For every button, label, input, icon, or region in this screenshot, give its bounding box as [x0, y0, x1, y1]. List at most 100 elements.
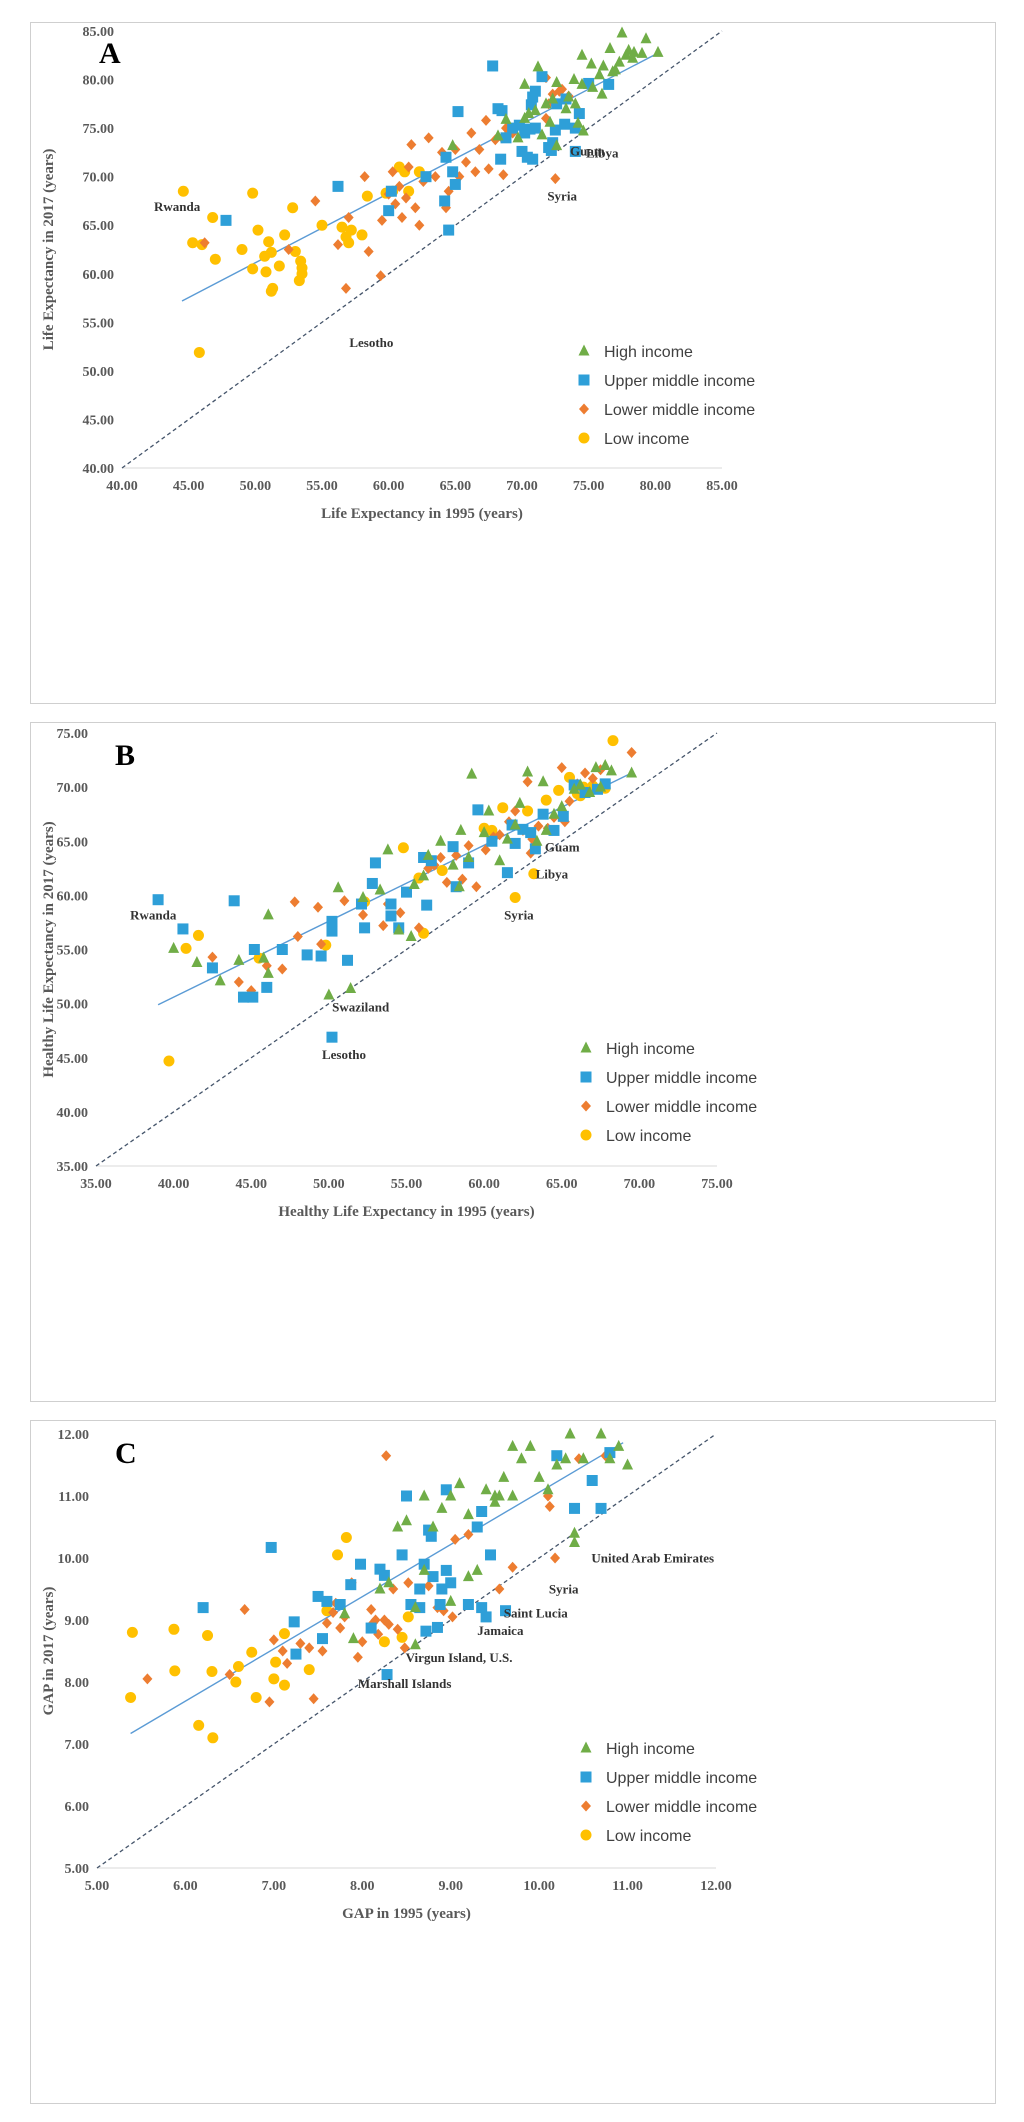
point-low-income — [247, 263, 259, 275]
point-lower-middle-income — [239, 1603, 250, 1615]
point-high-income — [519, 111, 531, 123]
point-high-income — [507, 1439, 519, 1451]
x-tick-label: 75.00 — [573, 479, 605, 494]
point-lower-middle-income — [352, 1651, 363, 1663]
trend-line — [130, 1442, 624, 1735]
point-lower-middle-income — [494, 1583, 505, 1595]
point-low-income — [207, 1732, 219, 1744]
point-lower-middle-income — [414, 219, 425, 231]
panel-letter: B — [115, 739, 135, 772]
point-lower-middle-income — [494, 829, 505, 841]
legend-marker-low-income — [580, 1129, 592, 1141]
point-high-income — [463, 850, 475, 862]
y-tick-label: 55.00 — [57, 944, 89, 959]
point-lower-middle-income — [375, 270, 386, 282]
point-high-income — [191, 955, 203, 967]
point-lower-middle-income — [277, 963, 288, 975]
point-upper-middle-income — [549, 124, 561, 136]
point-low-income — [340, 1532, 352, 1544]
legend-marker-lower-middle-income — [581, 1800, 591, 1812]
point-upper-middle-income — [431, 1621, 443, 1633]
point-high-income — [447, 139, 459, 151]
series-high-income — [447, 26, 664, 151]
point-lower-middle-income — [233, 976, 244, 988]
point-upper-middle-income — [447, 841, 459, 853]
point-lower-middle-income — [447, 1611, 458, 1623]
point-high-income — [507, 1489, 519, 1501]
point-high-income — [537, 775, 549, 787]
point-low-income — [287, 202, 299, 214]
point-upper-middle-income — [516, 145, 528, 157]
y-tick-label: 50.00 — [83, 365, 115, 380]
point-high-income — [613, 1439, 625, 1451]
point-lower-middle-income — [413, 922, 424, 934]
point-lower-middle-income — [358, 909, 369, 921]
point-high-income — [556, 800, 568, 812]
legend-marker-lower-middle-income — [581, 1100, 591, 1112]
point-low-income — [168, 1623, 180, 1635]
point-high-income — [595, 1427, 607, 1439]
point-upper-middle-income — [261, 981, 273, 993]
point-high-income — [627, 51, 639, 63]
panel-c: 5.00 6.00 7.00 8.00 9.00 10.00 11.00 12.00 5.00 6… — [30, 1420, 996, 2104]
point-lower-middle-income — [510, 805, 521, 817]
identity-line — [95, 732, 718, 1167]
y-tick-label: 75.00 — [57, 727, 89, 742]
point-upper-middle-income — [276, 944, 288, 955]
point-upper-middle-income — [420, 171, 432, 183]
point-upper-middle-income — [401, 1490, 412, 1502]
y-tick-label: 70.00 — [57, 781, 89, 796]
point-lower-middle-income — [292, 931, 303, 943]
point-high-income — [453, 880, 465, 892]
point-lower-middle-income — [423, 1580, 434, 1592]
x-tick-label: 10.00 — [523, 1879, 555, 1894]
point-high-income — [382, 843, 394, 855]
point-high-income — [551, 75, 563, 87]
point-high-income — [345, 981, 357, 993]
point-low-income — [260, 266, 272, 278]
legend-label-upper-middle-income: Upper middle income — [606, 1770, 757, 1787]
point-high-income — [498, 1470, 510, 1482]
point-upper-middle-income — [537, 808, 549, 820]
point-lower-middle-income — [463, 1528, 474, 1540]
point-lower-middle-income — [457, 873, 468, 885]
point-high-income — [262, 966, 274, 978]
x-tick-label: 45.00 — [236, 1177, 268, 1192]
point-low-income — [246, 1646, 258, 1658]
point-high-income — [214, 974, 226, 986]
point-lower-middle-income — [470, 166, 481, 178]
point-upper-middle-income — [326, 915, 338, 927]
point-lower-middle-income — [451, 849, 462, 861]
point-lower-middle-income — [564, 795, 575, 807]
point-lower-middle-income — [573, 1453, 584, 1465]
point-lower-middle-income — [507, 1561, 518, 1573]
point-upper-middle-income — [366, 877, 378, 889]
point-upper-middle-income — [414, 1602, 426, 1614]
point-upper-middle-income — [447, 166, 459, 178]
x-tick-label: 8.00 — [350, 1879, 375, 1894]
point-lower-middle-income — [403, 1577, 414, 1589]
point-high-income — [613, 55, 625, 67]
point-lower-middle-income — [435, 851, 446, 863]
point-upper-middle-income — [569, 1502, 581, 1514]
point-low-income — [553, 784, 565, 796]
point-high-income — [536, 128, 548, 140]
y-tick-label: 60.00 — [57, 889, 89, 904]
point-upper-middle-income — [445, 1577, 457, 1589]
point-upper-middle-income — [383, 205, 395, 217]
point-low-income — [402, 1611, 414, 1623]
point-low-income — [607, 735, 619, 747]
point-high-income — [529, 104, 541, 116]
point-low-income — [169, 1665, 181, 1677]
point-upper-middle-income — [496, 105, 508, 117]
identity-line — [121, 30, 723, 469]
point-high-income — [409, 1601, 421, 1613]
point-high-income — [471, 1563, 483, 1575]
point-upper-middle-income — [559, 118, 571, 130]
point-upper-middle-income — [374, 1563, 386, 1575]
annotation-lesotho: Lesotho — [349, 335, 393, 350]
point-low-income — [180, 942, 192, 954]
point-upper-middle-income — [569, 145, 581, 157]
point-low-income — [267, 282, 279, 294]
point-upper-middle-income — [197, 1602, 209, 1614]
